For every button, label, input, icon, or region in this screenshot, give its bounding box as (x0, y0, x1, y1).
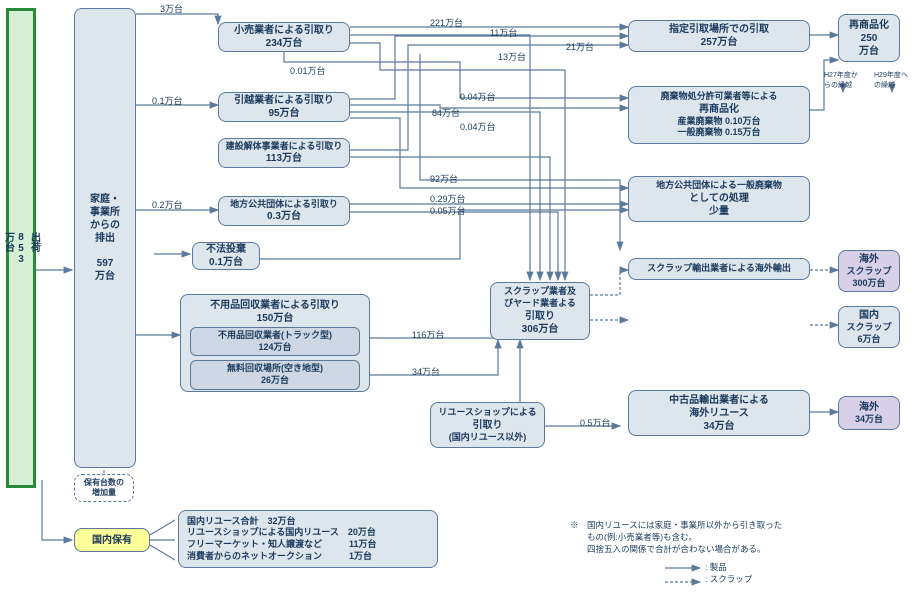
collector-node: 不用品回収業者による引取り 150万台 不用品回収業者(トラック型) 124万台… (180, 294, 370, 392)
shipment-box: 出荷 853 万台 (6, 8, 36, 488)
reuseshop-node: リユースショップによる 引取り (国内リユース以外) (430, 402, 545, 448)
lbl-004a: 0.04万台 (460, 90, 496, 103)
lbl-13: 13万台 (498, 50, 526, 63)
stock-increase-node: 保有台数の 増加量 (74, 474, 134, 502)
lbl-11: 11万台 (490, 26, 517, 39)
lbl-21: 21万台 (566, 40, 594, 53)
domestic-scrap-node: 国内 スクラップ 6万台 (838, 306, 900, 348)
overseas-node: 海外 34万台 (838, 396, 900, 430)
designated-node: 指定引取場所での引取 257万台 (628, 20, 810, 52)
lbl-h27: H27年度からの繰越 (824, 70, 860, 90)
emission-l4: 排出 (95, 232, 115, 245)
demolition-node: 建設解体事業者による引取り 113万台 (218, 138, 350, 168)
lbl-02: 0.2万台 (152, 198, 183, 211)
lbl-05: 0.5万台 (580, 416, 611, 429)
lbl-001: 0.01万台 (290, 64, 326, 77)
emission-l6: 万台 (95, 270, 115, 283)
illegal-node: 不法投棄 0.1万台 (192, 242, 260, 270)
collector-site: 無料回収場所(空き地型) 26万台 (190, 360, 360, 389)
lbl-84: 84万台 (432, 106, 460, 119)
lbl-221: 221万台 (430, 16, 463, 29)
scrapyard-node: スクラップ業者及 びヤード業者よる 引取り 306万台 (490, 282, 590, 340)
used-export-node: 中古品輸出業者による 海外リユース 34万台 (628, 390, 810, 436)
emission-l1: 家庭・ (90, 193, 120, 206)
lbl-3: 3万台 (160, 2, 183, 15)
lbl-01: 0.1万台 (152, 94, 183, 107)
collector-truck: 不用品回収業者(トラック型) 124万台 (190, 327, 360, 356)
lbl-92: 92万台 (430, 172, 458, 185)
lbl-005: 0.05万台 (430, 204, 466, 217)
lbl-116: 116万台 (412, 328, 444, 341)
mover-node: 引越業者による引取り 95万台 (218, 92, 350, 122)
emission-l2: 事業所 (90, 206, 120, 219)
local-waste-node: 地方公共団体による一般廃棄物 としての処理 少量 (628, 176, 810, 222)
legend: : 製品 : スクラップ (705, 562, 752, 586)
lbl-h29: H29年度への繰越 (874, 70, 910, 90)
emission-l3: からの (90, 219, 120, 232)
emission-node: 家庭・ 事業所 からの 排出 597 万台 (74, 8, 136, 468)
lbl-004b: 0.04万台 (460, 120, 496, 133)
overseas-scrap-node: 海外 スクラップ 300万台 (838, 250, 900, 292)
emission-l5: 597 (97, 257, 114, 270)
lbl-34: 34万台 (412, 365, 440, 378)
shipment-text: 出荷 853 万台 (1, 232, 42, 265)
retailer-node: 小売業者による引取り 234万台 (218, 22, 350, 52)
domestic-hold-node: 国内保有 (74, 528, 150, 552)
localgov-node: 地方公共団体による引取り 0.3万台 (218, 196, 350, 226)
reuse-summary-node: 国内リユース合計 32万台 リユースショップによる国内リユース 20万台 フリー… (178, 510, 438, 568)
scrap-export-node: スクラップ輸出業者による海外輸出 (628, 258, 810, 280)
waste-permit-node: 廃棄物処分許可業者等による 再商品化 産業廃棄物 0.10万台 一般廃棄物 0.… (628, 86, 810, 144)
footnote: ※ 国内リユースには家庭・事業所以外から引き取った もの(例:小売業者等)も含む… (570, 520, 782, 556)
recycle-node: 再商品化 250 万台 (838, 14, 900, 62)
